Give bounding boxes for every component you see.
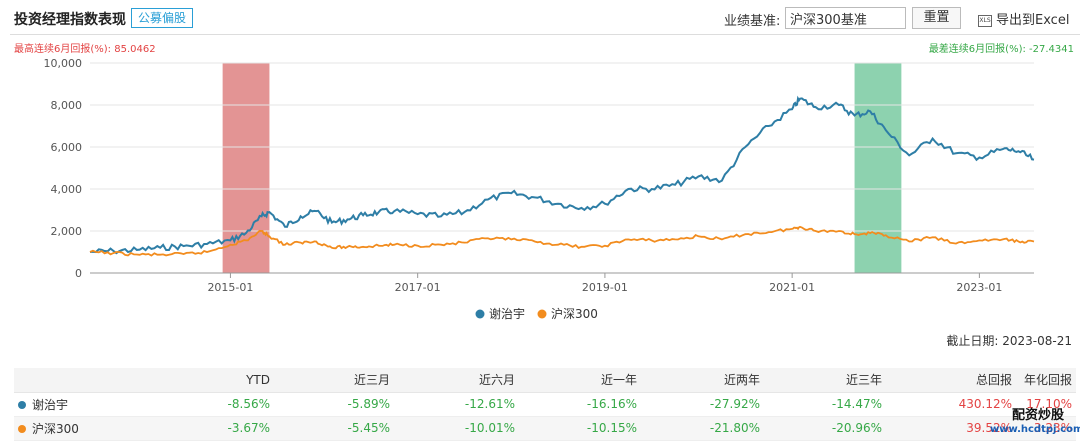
- watermark-text: 配资炒股: [1012, 408, 1065, 423]
- header-divider: [10, 34, 1080, 35]
- table-cell: -10.01%: [394, 416, 519, 441]
- x-tick-label: 2023-01: [956, 281, 1002, 294]
- series-line-index: [89, 225, 1035, 257]
- y-tick-label: 2,000: [51, 225, 83, 238]
- row-name: 沪深300: [32, 421, 79, 436]
- table-cell: -3.67%: [164, 416, 274, 441]
- series-dot-icon: [18, 425, 26, 433]
- col-header-annual: 年化回报: [1016, 368, 1076, 393]
- export-label: 导出到Excel: [996, 13, 1070, 28]
- table-cell: -10.15%: [519, 416, 641, 441]
- table-cell: 3.23%: [1016, 416, 1076, 441]
- benchmark-input[interactable]: [785, 7, 906, 29]
- max-return-band: [222, 63, 270, 273]
- excel-icon: XLS: [978, 14, 992, 27]
- col-header-1y: 近一年: [519, 368, 641, 393]
- y-tick-label: 10,000: [44, 57, 83, 70]
- benchmark-label: 业绩基准:: [724, 14, 781, 29]
- table-cell: -21.80%: [641, 416, 764, 441]
- category-tag[interactable]: 公募偏股: [131, 8, 194, 28]
- col-header-ytd: YTD: [164, 368, 274, 393]
- header: 投资经理指数表现 公募偏股 业绩基准: 重置 XLS 导出到Excel: [0, 0, 1080, 38]
- table-cell: -5.89%: [274, 392, 394, 417]
- x-tick-label: 2015-01: [207, 281, 253, 294]
- table-cell: -5.45%: [274, 416, 394, 441]
- legend-label: 沪深300: [551, 307, 598, 321]
- x-tick-label: 2017-01: [395, 281, 441, 294]
- table-cell: -16.16%: [519, 392, 641, 417]
- series-dot-icon: [18, 401, 26, 409]
- table-cell: 17.10%: [1016, 392, 1076, 417]
- table-cell: 39.52%: [886, 416, 1016, 441]
- col-header-6m: 近六月: [394, 368, 519, 393]
- table-cell: -20.96%: [764, 416, 886, 441]
- reset-button[interactable]: 重置: [912, 7, 961, 29]
- page-title: 投资经理指数表现: [14, 12, 126, 28]
- col-header-3m: 近三月: [274, 368, 394, 393]
- col-header-2y: 近两年: [641, 368, 764, 393]
- table-cell: 430.12%: [886, 392, 1016, 417]
- performance-table: YTD 近三月 近六月 近一年 近两年 近三年 总回报 年化回报 谢治宇 -8.…: [14, 368, 1076, 441]
- y-tick-label: 4,000: [51, 183, 83, 196]
- y-tick-label: 8,000: [51, 99, 83, 112]
- x-tick-label: 2021-01: [769, 281, 815, 294]
- legend-marker: [537, 309, 547, 319]
- watermark-url: www.hcdtpj.com: [990, 424, 1080, 435]
- y-tick-label: 0: [75, 267, 82, 280]
- table-cell: -14.47%: [764, 392, 886, 417]
- col-header-3y: 近三年: [764, 368, 886, 393]
- table-header-row: YTD 近三月 近六月 近一年 近两年 近三年 总回报 年化回报: [14, 368, 1076, 393]
- cutoff-date: 截止日期: 2023-08-21: [946, 334, 1072, 348]
- min-return-stat: 最差连续6月回报(%): -27.4341: [928, 44, 1074, 55]
- row-name: 谢治宇: [32, 397, 69, 412]
- table-row[interactable]: 沪深300 -3.67% -5.45% -10.01% -10.15% -21.…: [14, 416, 1076, 441]
- performance-chart: 0 2,000 4,000 6,000 8,000 10,000 2015-01 2017-0…: [44, 57, 1035, 321]
- table-cell: -8.56%: [164, 392, 274, 417]
- row-name-cell: 谢治宇: [14, 392, 164, 417]
- row-name-cell: 沪深300: [14, 416, 164, 441]
- table-cell: -27.92%: [641, 392, 764, 417]
- legend-marker: [475, 309, 485, 319]
- table-cell: -12.61%: [394, 392, 519, 417]
- col-header-total: 总回报: [886, 368, 1016, 393]
- table-row[interactable]: 谢治宇 -8.56% -5.89% -12.61% -16.16% -27.92…: [14, 392, 1076, 417]
- min-return-band: [854, 63, 902, 273]
- x-tick-label: 2019-01: [582, 281, 628, 294]
- max-return-stat: 最高连续6月回报(%): 85.0462: [14, 44, 156, 55]
- y-tick-label: 6,000: [51, 141, 83, 154]
- col-header-name: [14, 368, 164, 393]
- export-excel-button[interactable]: XLS 导出到Excel: [978, 9, 1069, 28]
- legend-label: 谢治宇: [489, 306, 525, 321]
- series-line-manager: [89, 95, 1035, 255]
